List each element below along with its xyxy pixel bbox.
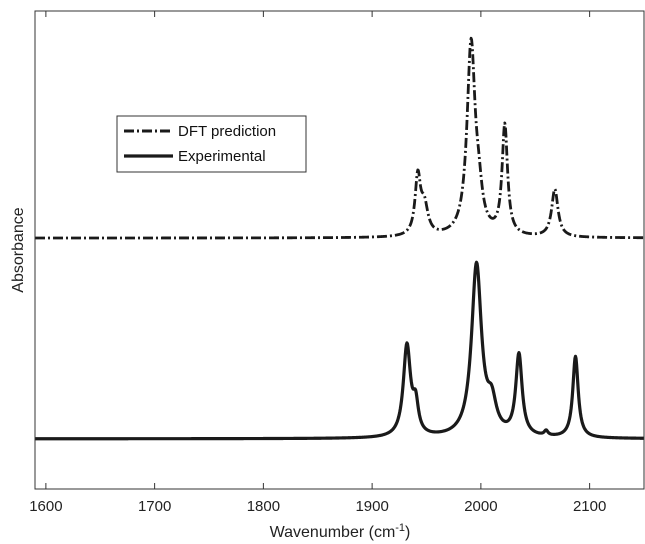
x-tick-label: 2000: [464, 498, 497, 515]
series-line-experimental: [33, 260, 645, 441]
legend: DFT prediction Experimental: [116, 115, 307, 173]
x-axis-ticks: 1600 1700 1800 1900 2000 2100: [29, 11, 606, 515]
legend-label-experimental: Experimental: [178, 148, 266, 165]
x-tick-label: 1600: [29, 498, 62, 515]
x-axis-label-main: Wavenumber (cm: [270, 524, 396, 541]
axes-frame: [34, 10, 645, 490]
x-tick-label: 1700: [138, 498, 171, 515]
series-line-dft-prediction: [34, 36, 645, 240]
x-tick-label: 1900: [355, 498, 388, 515]
x-axis-label-close: ): [405, 524, 410, 541]
x-axis-label-superscript: -1: [395, 522, 405, 534]
plot-lines: [33, 36, 645, 441]
legend-label-dft: DFT prediction: [178, 123, 276, 140]
x-tick-label: 2100: [573, 498, 606, 515]
y-axis-label: Absorbance: [10, 207, 27, 292]
x-tick-label: 1800: [247, 498, 280, 515]
legend-box: [116, 115, 307, 173]
x-axis-label: Wavenumber (cm-1): [270, 522, 411, 541]
